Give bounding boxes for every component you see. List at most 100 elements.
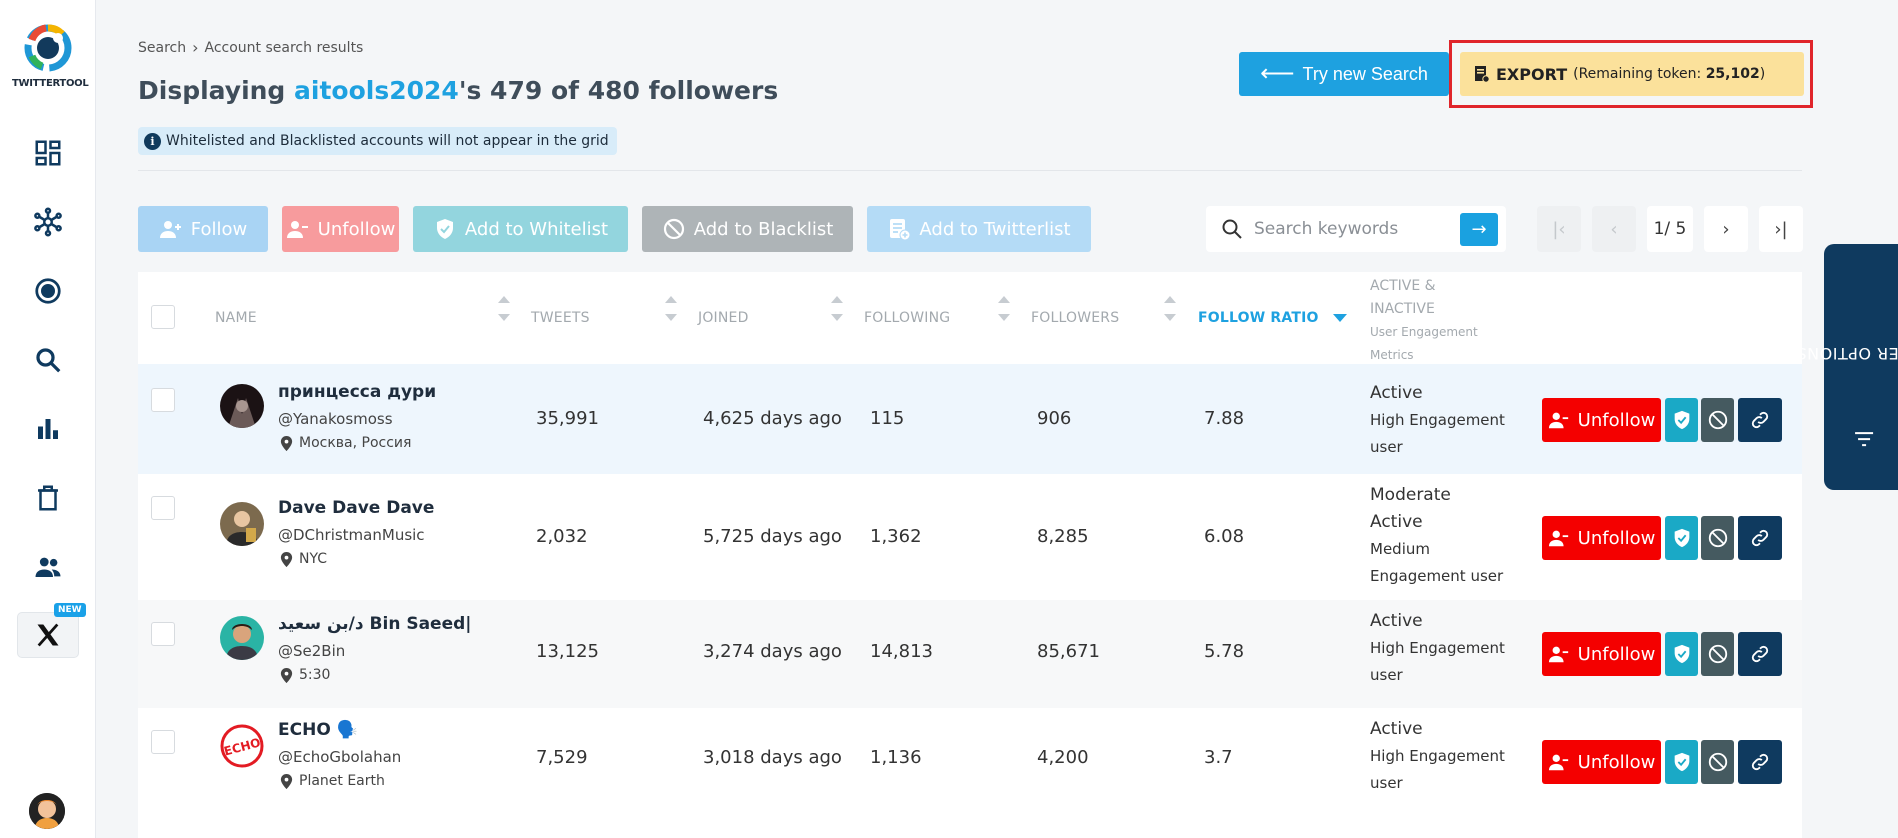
twitterlist-label: Add to Twitterlist — [919, 218, 1071, 240]
network-icon[interactable] — [30, 204, 66, 240]
block-icon — [663, 218, 684, 240]
location-pin-icon — [280, 773, 293, 789]
next-page-button[interactable]: › — [1704, 206, 1748, 252]
dashboard-icon[interactable] — [30, 135, 66, 171]
arrow-right-icon: → — [1471, 219, 1487, 240]
row-location-text: NYC — [299, 551, 328, 567]
row-link-button[interactable] — [1738, 632, 1782, 676]
sort-tweets-icon[interactable] — [665, 296, 677, 328]
row-tweets: 35,991 — [536, 408, 599, 429]
sort-followers-icon[interactable] — [1164, 296, 1176, 328]
first-page-button[interactable]: |‹ — [1537, 206, 1581, 252]
row-blacklist-button[interactable] — [1701, 740, 1734, 784]
column-following[interactable]: FOLLOWING — [864, 310, 951, 326]
row-name[interactable]: принцесса дури — [278, 382, 437, 402]
unfollow-button[interactable]: Unfollow — [282, 206, 399, 252]
link-icon — [1751, 411, 1769, 429]
app-logo[interactable]: TWITTERTOOL — [12, 20, 89, 89]
last-page-button[interactable]: ›| — [1759, 206, 1803, 252]
row-whitelist-button[interactable] — [1665, 516, 1698, 560]
column-activity-line2: INACTIVE — [1370, 301, 1435, 317]
export-highlight-frame — [1449, 40, 1813, 108]
avatar[interactable]: ECHO — [220, 724, 264, 768]
row-checkbox[interactable] — [151, 730, 175, 754]
row-unfollow-label: Unfollow — [1577, 643, 1656, 665]
row-link-button[interactable] — [1738, 516, 1782, 560]
search-submit-button[interactable]: → — [1460, 213, 1498, 246]
x-logo-icon — [37, 623, 59, 647]
column-joined[interactable]: JOINED — [698, 310, 749, 326]
row-whitelist-button[interactable] — [1665, 398, 1698, 442]
row-blacklist-button[interactable] — [1701, 632, 1734, 676]
x-integration-button[interactable] — [17, 612, 79, 658]
search-icon[interactable] — [30, 342, 66, 378]
first-page-icon: |‹ — [1552, 218, 1566, 240]
block-icon — [1708, 410, 1727, 430]
row-unfollow-button[interactable]: Unfollow — [1542, 740, 1661, 784]
try-new-search-button[interactable]: ⟵ Try new Search — [1239, 52, 1449, 96]
row-handle[interactable]: @Se2Bin — [278, 642, 346, 660]
add-to-whitelist-button[interactable]: Add to Whitelist — [413, 206, 628, 252]
sort-joined-icon[interactable] — [831, 296, 843, 328]
row-handle[interactable]: @EchoGbolahan — [278, 748, 402, 766]
row-location-text: 5:30 — [299, 667, 331, 683]
row-engagement-line1: High Engagement — [1370, 747, 1505, 765]
user-avatar[interactable] — [29, 793, 65, 829]
follow-label: Follow — [190, 218, 248, 240]
column-follow-ratio[interactable]: FOLLOW RATIO — [1198, 310, 1319, 326]
row-whitelist-button[interactable] — [1665, 632, 1698, 676]
add-to-twitterlist-button[interactable]: Add to Twitterlist — [867, 206, 1091, 252]
link-icon — [1751, 753, 1769, 771]
shield-check-icon — [1674, 644, 1689, 664]
row-location-text: Москва, Россия — [299, 435, 412, 451]
title-account[interactable]: aitools2024 — [294, 76, 459, 105]
row-blacklist-button[interactable] — [1701, 398, 1734, 442]
filter-options-tab[interactable]: FILTER OPTIONS — [1796, 244, 1898, 490]
row-checkbox[interactable] — [151, 622, 175, 646]
sort-following-icon[interactable] — [998, 296, 1010, 328]
row-unfollow-button[interactable]: Unfollow — [1542, 516, 1661, 560]
row-following: 1,136 — [870, 747, 922, 768]
row-link-button[interactable] — [1738, 398, 1782, 442]
row-unfollow-label: Unfollow — [1577, 751, 1656, 773]
breadcrumb-search-link[interactable]: Search — [138, 39, 187, 56]
export-button[interactable]: EXPORT (Remaining token: 25,102) — [1460, 52, 1804, 96]
bar-chart-icon[interactable] — [30, 411, 66, 447]
previous-page-button[interactable]: ‹ — [1592, 206, 1636, 252]
row-blacklist-button[interactable] — [1701, 516, 1734, 560]
remove-user-icon — [1548, 530, 1568, 547]
row-name[interactable]: ECHO 🗣️ — [278, 720, 358, 740]
row-unfollow-button[interactable]: Unfollow — [1542, 632, 1661, 676]
row-handle[interactable]: @Yanakosmoss — [278, 410, 393, 428]
row-link-button[interactable] — [1738, 740, 1782, 784]
sort-name-icon[interactable] — [498, 296, 510, 328]
avatar[interactable] — [220, 384, 264, 428]
select-all-checkbox[interactable] — [151, 305, 175, 329]
row-status: Moderate Active Medium Engagement user — [1370, 482, 1503, 590]
column-tweets[interactable]: TWEETS — [531, 310, 590, 326]
follow-button[interactable]: Follow — [138, 206, 268, 252]
row-name[interactable]: د/بن سعيد Bin Saeed| — [278, 614, 472, 634]
row-joined: 3,018 days ago — [703, 747, 842, 768]
new-badge: NEW — [54, 603, 86, 617]
sort-descending-icon[interactable] — [1333, 314, 1347, 322]
row-handle[interactable]: @DChristmanMusic — [278, 526, 425, 544]
row-checkbox[interactable] — [151, 496, 175, 520]
list-add-icon — [890, 219, 911, 241]
column-followers[interactable]: FOLLOWERS — [1031, 310, 1120, 326]
row-name[interactable]: Dave Dave Dave — [278, 498, 435, 518]
title-prefix: Displaying — [138, 76, 295, 105]
row-whitelist-button[interactable] — [1665, 740, 1698, 784]
search-input[interactable] — [1254, 219, 1449, 239]
column-name[interactable]: NAME — [215, 310, 257, 326]
trash-icon[interactable] — [30, 480, 66, 516]
avatar[interactable] — [220, 616, 264, 660]
row-engagement-line2: user — [1370, 666, 1403, 684]
avatar[interactable] — [220, 502, 264, 546]
users-icon[interactable] — [30, 549, 66, 585]
add-to-blacklist-button[interactable]: Add to Blacklist — [642, 206, 853, 252]
row-checkbox[interactable] — [151, 388, 175, 412]
target-icon[interactable] — [30, 273, 66, 309]
row-unfollow-button[interactable]: Unfollow — [1542, 398, 1661, 442]
breadcrumb-current: Account search results — [204, 39, 364, 56]
